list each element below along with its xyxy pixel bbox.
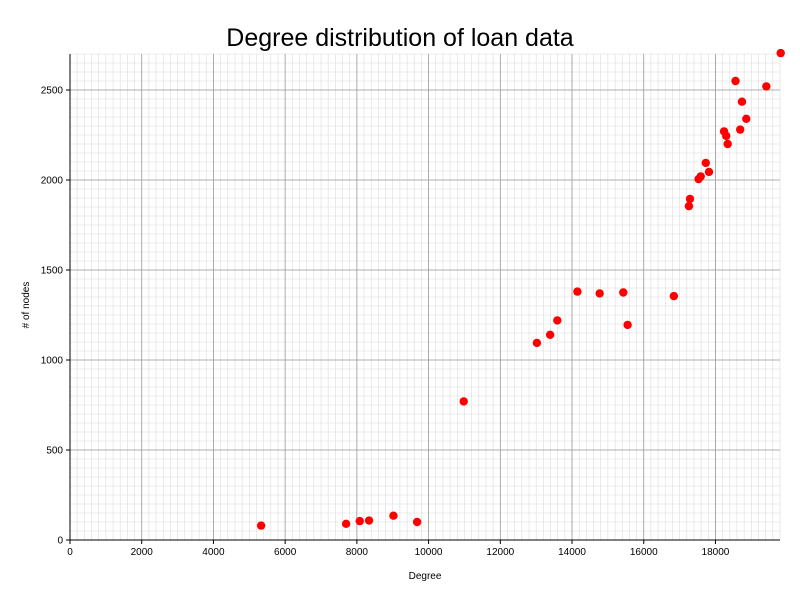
x-tick-label: 6000: [274, 547, 297, 558]
y-tick-label: 2000: [41, 176, 64, 187]
data-point: [545, 330, 555, 339]
data-point: [256, 521, 266, 530]
data-point: [701, 158, 710, 168]
data-point: [696, 172, 705, 181]
data-point: [389, 511, 398, 520]
data-point: [355, 516, 364, 526]
data-point: [776, 48, 785, 58]
axes: [69, 54, 780, 541]
x-tick-label: 8000: [346, 547, 369, 558]
x-tick-label: 10000: [415, 547, 443, 558]
data-point: [731, 76, 740, 86]
x-tick-label: 2000: [131, 547, 154, 558]
y-axis-ticks: 0 500 1000 1500 2000 2500: [41, 86, 70, 547]
data-points: [256, 48, 785, 530]
data-point: [364, 516, 374, 525]
data-point: [459, 397, 468, 406]
data-point: [762, 82, 771, 91]
y-tick-label: 500: [46, 446, 63, 457]
data-point: [737, 97, 747, 106]
y-axis-label: # of nodes: [21, 282, 32, 329]
data-point: [722, 131, 731, 141]
y-tick-label: 1000: [41, 356, 64, 367]
x-axis-ticks: 0 2000 4000 6000 8000 10000 12000 14000 16000 180…: [67, 540, 730, 558]
data-point: [735, 125, 745, 134]
data-point: [595, 289, 604, 298]
data-point: [669, 291, 679, 301]
x-axis-label: Degree: [409, 571, 442, 582]
data-point: [573, 287, 582, 296]
x-tick-label: 18000: [702, 547, 730, 558]
y-tick-label: 2500: [41, 86, 64, 97]
data-point: [532, 338, 542, 348]
data-point: [623, 320, 632, 330]
x-tick-label: 0: [67, 547, 73, 558]
data-point: [553, 316, 562, 325]
data-point: [742, 114, 751, 124]
y-tick-label: 1500: [41, 266, 64, 277]
plot-area: 0 2000 4000 6000 8000 10000 12000 14000 16000 180…: [41, 48, 785, 558]
x-tick-label: 12000: [486, 547, 514, 558]
data-point: [341, 519, 351, 528]
x-tick-label: 14000: [558, 547, 586, 558]
y-tick-label: 0: [57, 536, 63, 547]
chart-title: Degree distribution of loan data: [226, 24, 574, 52]
x-tick-label: 16000: [630, 547, 658, 558]
x-tick-label: 4000: [202, 547, 225, 558]
data-point: [685, 194, 695, 204]
data-point: [412, 517, 422, 527]
data-point: [684, 201, 694, 211]
data-point: [619, 288, 628, 297]
data-point: [704, 167, 714, 177]
data-point: [723, 139, 732, 149]
